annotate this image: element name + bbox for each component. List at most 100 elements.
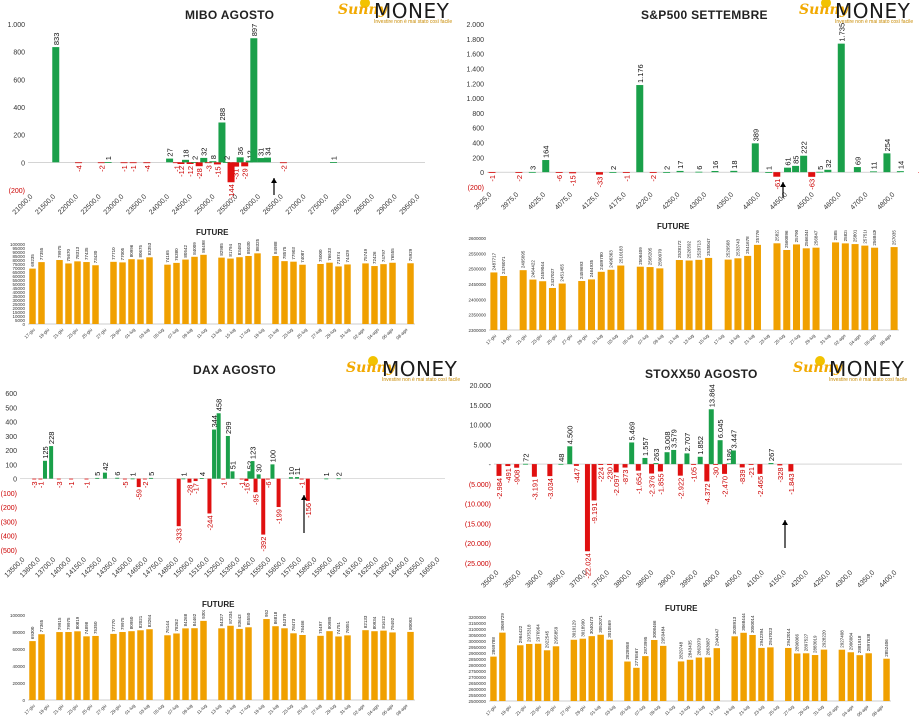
- data-bar: [758, 647, 765, 701]
- data-bar: [97, 162, 105, 164]
- future-title: FUTURE: [665, 604, 698, 613]
- data-bar: [362, 263, 369, 324]
- x-tick-label: 27000,0: [285, 193, 308, 216]
- data-bar: [84, 478, 89, 480]
- data-bar: [119, 262, 126, 324]
- data-label: -6: [264, 481, 273, 488]
- x-tick-label: 05-lug: [152, 703, 165, 716]
- data-bar: [713, 464, 719, 465]
- data-bar: [212, 429, 217, 479]
- data-bar: [664, 452, 670, 465]
- data-label: -1: [488, 175, 497, 182]
- data-label: -392: [259, 537, 268, 552]
- data-bar: [295, 477, 300, 479]
- data-bar: [344, 635, 351, 700]
- data-bar: [146, 629, 153, 700]
- x-tick-label: 08-ago: [395, 703, 409, 717]
- x-tick-label: 23-giu: [66, 703, 79, 716]
- data-bar: [110, 261, 117, 324]
- data-label: 75350: [93, 621, 98, 634]
- x-tick-label: 3975,0: [500, 191, 520, 211]
- x-tick-label: 4250,0: [812, 569, 832, 589]
- data-label: 389: [751, 129, 760, 142]
- data-bar: [731, 636, 738, 701]
- y-tick-label: 400: [5, 420, 17, 427]
- data-label: 80675: [138, 244, 143, 257]
- data-bar: [811, 655, 819, 701]
- panel-sp500: S&P500 SETTEMBRE Sunny MONEY Investire n…: [459, 0, 919, 360]
- data-bar: [767, 647, 774, 701]
- data-bar: [166, 158, 174, 163]
- data-bar: [824, 169, 832, 173]
- data-bar: [182, 259, 189, 324]
- data-label: 83483: [237, 242, 242, 255]
- data-label: 74429: [345, 249, 350, 262]
- data-bar: [83, 636, 90, 700]
- future-title: FUTURE: [196, 228, 229, 237]
- y-tick-label: 1.600: [466, 52, 484, 59]
- data-bar: [250, 461, 255, 479]
- data-bar: [75, 162, 83, 164]
- x-tick-label: 3925,0: [473, 191, 493, 211]
- data-label: 1: [329, 156, 338, 160]
- data-label: 1: [104, 156, 113, 160]
- data-bar: [92, 635, 99, 700]
- data-bar: [591, 464, 597, 501]
- data-bar: [883, 153, 891, 173]
- x-tick-label: 4400,0: [742, 191, 762, 211]
- x-tick-label: 11-lug: [667, 333, 679, 345]
- data-label: 2476071: [501, 256, 506, 274]
- data-label: -4: [75, 165, 84, 172]
- data-bar: [130, 478, 135, 480]
- data-label: 3.008: [663, 431, 672, 450]
- data-bar: [204, 162, 212, 164]
- data-bar: [324, 478, 329, 480]
- data-label: 14: [896, 161, 905, 169]
- data-bar: [558, 463, 564, 465]
- x-tick-label: 3550,0: [502, 569, 522, 589]
- data-label: -28: [185, 485, 194, 496]
- data-label: 32: [824, 159, 833, 167]
- data-label: 2927408: [839, 630, 844, 648]
- y-tick-label: (5.000): [469, 482, 491, 489]
- dax-options-chart: (500) (400) (300) (200) (100) 0 100 200 300 400 50…: [1, 391, 445, 579]
- data-bar: [488, 172, 496, 173]
- data-label: -33: [595, 177, 604, 188]
- data-label: -1: [219, 481, 228, 488]
- panel-mibo: MIBO AGOSTO Sunny MONEY Investire non è …: [0, 0, 459, 360]
- data-label: 2510183: [618, 246, 623, 264]
- arrow-head-icon: [780, 182, 786, 187]
- x-tick-label: 3850,0: [635, 569, 655, 589]
- data-label: 82133: [363, 615, 368, 628]
- y-tick-label: (25.000): [465, 561, 491, 568]
- data-label: 11: [870, 162, 879, 170]
- x-tick-label: 07-lug: [637, 333, 650, 346]
- data-bar: [129, 162, 137, 164]
- data-bar: [250, 38, 258, 163]
- y-tick-label: 2850000: [468, 657, 486, 662]
- data-label: -16: [242, 483, 251, 494]
- x-tick-label: 4125,0: [581, 191, 601, 211]
- data-bar: [247, 471, 252, 479]
- x-tick-label: 19-lug: [253, 703, 266, 716]
- y-tick-label: 0: [13, 477, 17, 484]
- x-tick-label: 15-lug: [224, 703, 237, 716]
- data-bar: [515, 172, 523, 173]
- x-tick-label: 09-lug: [649, 704, 662, 717]
- x-tick-label: 08-ago: [395, 327, 409, 341]
- data-label: 76466: [300, 620, 305, 633]
- data-bar: [505, 464, 511, 467]
- data-label: 87334: [228, 611, 233, 624]
- x-tick-label: 29-lug: [804, 333, 817, 346]
- data-bar: [717, 440, 723, 465]
- data-label: 30: [255, 464, 264, 472]
- data-label: 18: [730, 161, 739, 169]
- data-bar: [793, 653, 801, 701]
- data-label: 78262: [174, 618, 179, 631]
- data-label: 222: [800, 141, 809, 154]
- data-label: 2975318: [527, 624, 532, 642]
- data-label: 2: [223, 156, 232, 160]
- y-tick-label: 2300000: [468, 328, 486, 333]
- x-tick-label: 04-ago: [366, 327, 380, 341]
- data-bar: [209, 161, 217, 163]
